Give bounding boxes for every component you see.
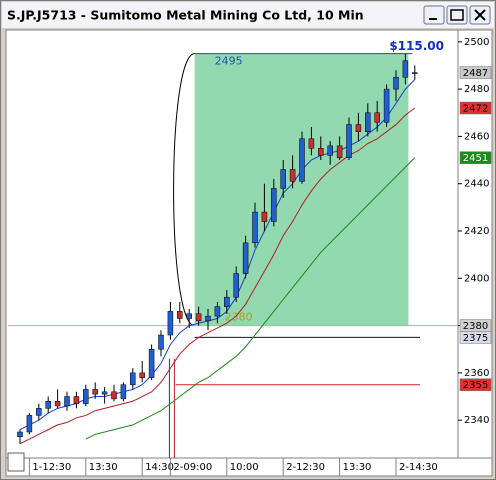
window-buttons [423,5,491,25]
candle-body [45,400,51,409]
price-tag-label: 2472 [463,104,488,115]
y-tick-label: 2360 [464,368,489,379]
candle-body [233,273,239,298]
box-high-label: 2495 [215,55,243,68]
moving-average [85,157,416,440]
candle-body [280,169,286,189]
candle-body [177,311,183,319]
candle-body [383,88,390,123]
candle-body [36,408,42,416]
y-tick-label: 2440 [464,179,489,190]
x-tick-label: 10:00 [230,462,259,473]
price-tag-label: 2355 [463,380,488,391]
candle-body [139,372,145,378]
candle-body [355,124,362,132]
candle-body [17,431,23,437]
candle-body [346,124,352,158]
candle-body [195,313,202,322]
candle-body [271,188,277,222]
candle-body [167,311,174,336]
y-tick-label: 2340 [464,415,489,426]
close-icon [474,9,486,21]
candle-body [111,391,117,400]
candle-body [327,145,333,156]
maximize-icon [450,9,464,21]
price-tag-label: 2487 [463,68,488,79]
window-title: S.JP.J5713 - Sumitomo Metal Mining Co Lt… [7,8,364,23]
price-tag-label: 2375 [463,333,488,344]
candle-body [289,169,296,182]
candle-body [148,348,155,378]
x-tick-label: 1-12:30 [32,462,71,473]
candle-body [214,306,221,317]
price-tag [459,151,492,164]
candle-body [242,242,249,274]
candle-body [120,384,127,400]
price-tag [459,101,492,115]
y-tick-label: 2400 [464,273,489,284]
price-tag [459,66,492,79]
candle-body [83,389,89,404]
y-tick-label: 2420 [464,226,489,237]
candle-body [130,372,136,385]
x-tick-label: 2-09:00 [173,462,212,473]
price-tag-label: 2380 [463,321,488,332]
candle-body [54,400,61,407]
y-tick-label: 2500 [464,37,489,48]
y-tick-label: 2460 [464,131,489,142]
x-tick-label: 13:30 [343,462,372,473]
x-tick-label: 2-12:30 [286,462,325,473]
range-annotation: $115.00 [389,39,444,53]
plot: 2495 2380 $115.00 1-12:30 13:30 14:30 2-09:00 1… [8,37,492,476]
corner-button[interactable] [7,452,25,472]
candle-body [26,415,33,433]
candle-body [412,72,418,74]
candle-body [336,145,343,158]
candle-body [205,315,211,322]
x-tick-label: 2-14:30 [399,462,438,473]
candle-body [318,147,324,156]
minimize-button[interactable] [423,5,445,25]
candle-body [365,112,371,132]
y-tick-label: 2480 [464,84,489,95]
price-tag [459,378,492,391]
candle-body [252,211,258,244]
range-bracket [173,53,195,327]
candle-body [393,77,399,90]
candle-body [299,138,305,182]
title-bar [2,2,494,28]
candle-body [64,396,70,407]
candle-body [101,391,108,395]
maximize-button[interactable] [446,5,468,25]
x-tick-label: 14:30 [145,462,174,473]
candle-body [158,334,164,350]
price-tag-label: 2451 [463,153,488,164]
candle-body [261,211,268,222]
box-low-label: 2380 [225,311,253,324]
x-tick-label: 13:30 [89,462,118,473]
candle-body [402,60,409,78]
range-box [194,53,409,326]
candle-body [92,389,98,395]
candle-body [308,138,315,149]
price-tag [459,331,492,344]
candle-body [73,396,80,404]
candle-body [374,112,380,123]
candle-body [224,296,230,307]
candle-body [186,313,192,319]
